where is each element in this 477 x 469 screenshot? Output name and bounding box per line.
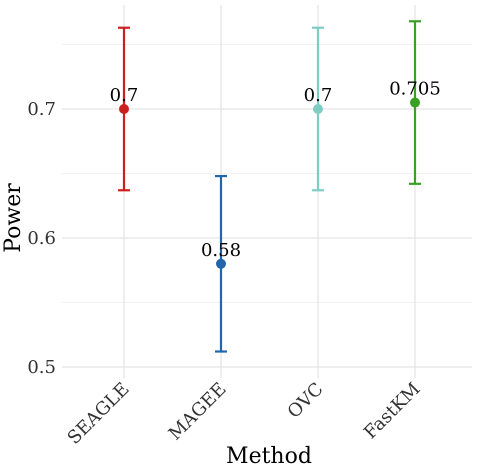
x-tick-label: FastKM	[360, 379, 425, 444]
y-tick-labels: 0.5 0.6 0.7	[27, 99, 56, 378]
x-tick-label: SEAGLE	[64, 379, 134, 449]
data-point	[313, 104, 323, 114]
data-point	[216, 258, 226, 269]
data-label: 0.58	[201, 240, 241, 261]
x-tick-label: OVC	[284, 379, 328, 423]
data-series: 0.7 0.58 0.7 0.705	[110, 20, 441, 353]
y-tick-label: 0.5	[27, 357, 56, 378]
y-tick-label: 0.7	[27, 99, 56, 120]
x-tick-labels: SEAGLE MAGEE OVC FastKM	[64, 379, 425, 449]
data-label: 0.7	[304, 85, 333, 106]
x-axis-title: Method	[226, 444, 312, 469]
y-axis-title: Power	[1, 183, 26, 253]
x-tick-label: MAGEE	[165, 379, 231, 445]
data-label: 0.705	[389, 79, 441, 100]
data-point	[410, 97, 420, 108]
data-point	[119, 104, 129, 114]
data-label: 0.7	[110, 85, 139, 106]
y-tick-label: 0.6	[27, 228, 56, 249]
